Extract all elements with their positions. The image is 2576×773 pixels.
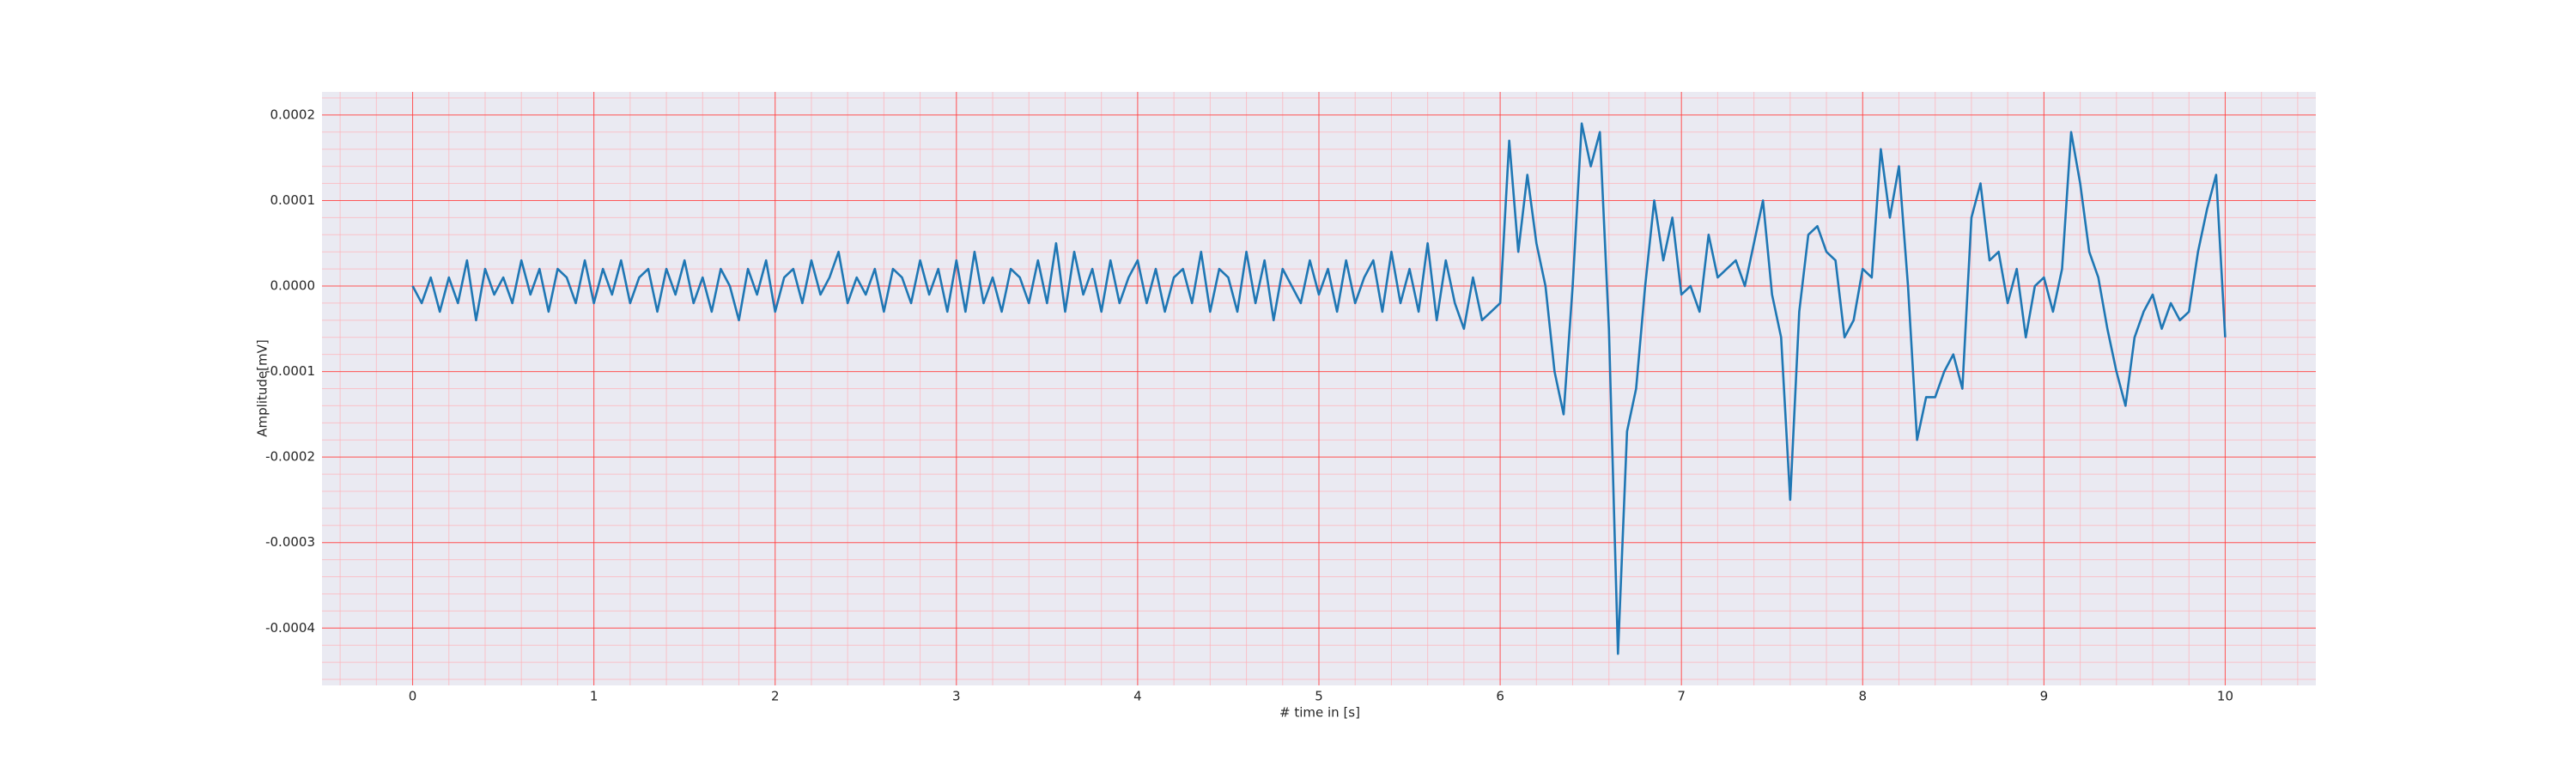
x-tick-label: 2 xyxy=(771,689,780,704)
y-axis-label: Amplitude[mV] xyxy=(255,339,270,436)
x-tick-label: 5 xyxy=(1315,689,1323,704)
y-tick-label: -0.0002 xyxy=(265,449,315,465)
x-tick-label: 6 xyxy=(1496,689,1504,704)
x-tick-label: 8 xyxy=(1858,689,1867,704)
x-tick-label: 1 xyxy=(590,689,598,704)
grid xyxy=(322,92,2316,685)
x-tick-label: 9 xyxy=(2040,689,2049,704)
signal-line xyxy=(411,122,2227,655)
y-tick-label: 0.0002 xyxy=(270,107,316,122)
x-tick-label: 7 xyxy=(1677,689,1686,704)
x-tick-label: 3 xyxy=(952,689,961,704)
y-tick-label: -0.0003 xyxy=(265,534,315,550)
x-tick-label: 4 xyxy=(1133,689,1142,704)
y-tick-label: -0.0004 xyxy=(265,620,315,636)
x-tick-label: 0 xyxy=(409,689,417,704)
x-axis-label: # time in [s] xyxy=(1279,705,1360,721)
y-tick-label: 0.0001 xyxy=(270,192,316,208)
y-tick-label: -0.0001 xyxy=(265,363,315,379)
x-tick-label: 10 xyxy=(2217,689,2233,704)
y-tick-label: 0.0000 xyxy=(270,278,316,294)
